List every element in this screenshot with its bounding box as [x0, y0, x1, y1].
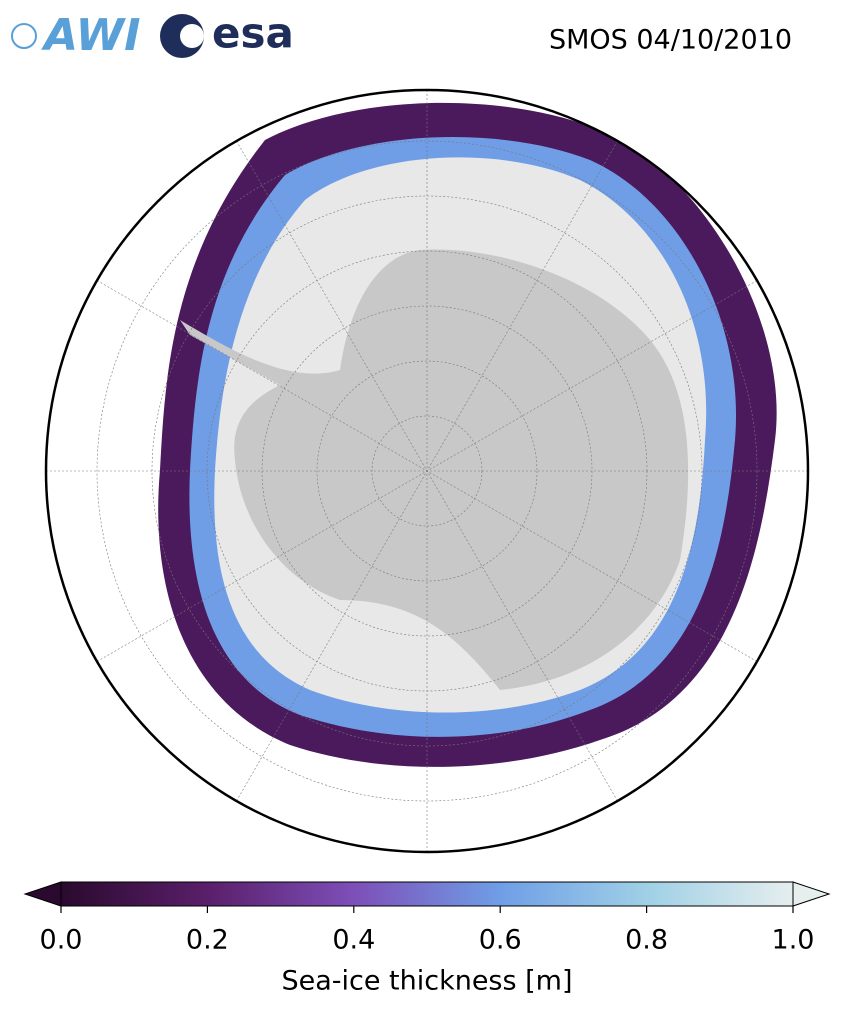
map-frame [44, 88, 810, 854]
tick-label: 0.6 [479, 925, 522, 956]
extend-high [792, 881, 831, 907]
parallel [316, 360, 538, 582]
tick-label: 0.0 [40, 925, 83, 956]
colorbar-label: Sea-ice thickness [m] [281, 966, 572, 997]
awi-icon [11, 23, 37, 49]
esa-logo: esa [212, 9, 294, 58]
awi-logo: AWI [41, 10, 141, 61]
tick-label: 0.2 [186, 925, 229, 956]
esa-icon-inner [180, 24, 204, 48]
logos: AWI esa [11, 9, 294, 61]
extend-low [23, 881, 62, 907]
tick-label: 1.0 [772, 925, 815, 956]
map [46, 90, 808, 852]
title: SMOS 04/10/2010 [549, 25, 792, 56]
colorbar-bar [60, 881, 794, 907]
colorbar [23, 881, 831, 913]
graticule [46, 90, 808, 852]
tick-label: 0.8 [625, 925, 668, 956]
antarctica [180, 249, 689, 690]
tick-label: 0.4 [332, 925, 375, 956]
parallel [96, 140, 758, 802]
meridian [96, 280, 758, 662]
